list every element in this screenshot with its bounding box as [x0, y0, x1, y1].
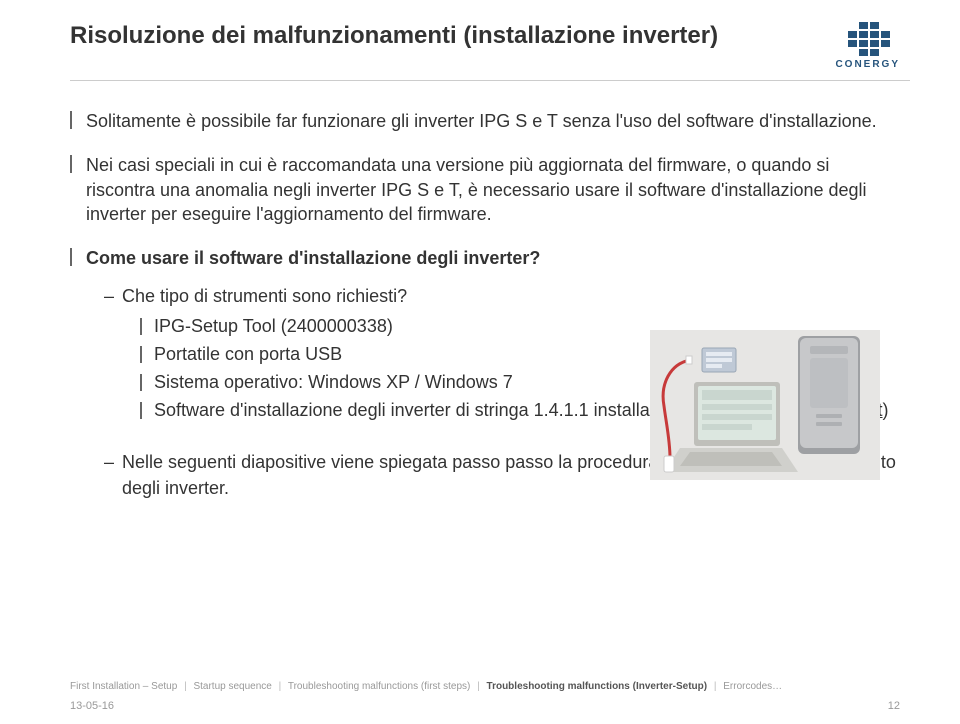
footer-date: 13-05-16 [70, 700, 114, 712]
breadcrumb: First Installation – Setup | Startup seq… [70, 681, 782, 692]
crumb-1: First Installation – Setup [70, 681, 177, 692]
header: Risoluzione dei malfunzionamenti (instal… [70, 22, 900, 70]
conergy-logo-icon [845, 22, 891, 56]
crumb-sep: | [477, 681, 480, 692]
item-software-post: ) [883, 400, 889, 420]
crumb-sep: | [714, 681, 717, 692]
crumb-3: Troubleshooting malfunctions (first step… [288, 681, 471, 692]
crumb-4-active: Troubleshooting malfunctions (Inverter-S… [487, 681, 708, 692]
footer: 13-05-16 12 [70, 700, 900, 712]
brand-logo: CONERGY [835, 22, 900, 70]
product-illustration [650, 330, 880, 480]
subquestion-1: Che tipo di strumenti sono richiesti? [104, 284, 900, 309]
header-divider [70, 80, 910, 81]
brand-name: CONERGY [835, 59, 900, 70]
crumb-5: Errorcodes… [723, 681, 782, 692]
crumb-2: Startup sequence [193, 681, 271, 692]
crumb-sep: | [184, 681, 187, 692]
paragraph-2: Nei casi speciali in cui è raccomandata … [70, 153, 900, 226]
crumb-sep: | [279, 681, 282, 692]
paragraph-1: Solitamente è possibile far funzionare g… [70, 109, 900, 133]
question-heading: Come usare il software d'installazione d… [70, 246, 900, 270]
slide: Risoluzione dei malfunzionamenti (instal… [0, 0, 960, 724]
page-title: Risoluzione dei malfunzionamenti (instal… [70, 22, 718, 50]
footer-page: 12 [888, 700, 900, 712]
